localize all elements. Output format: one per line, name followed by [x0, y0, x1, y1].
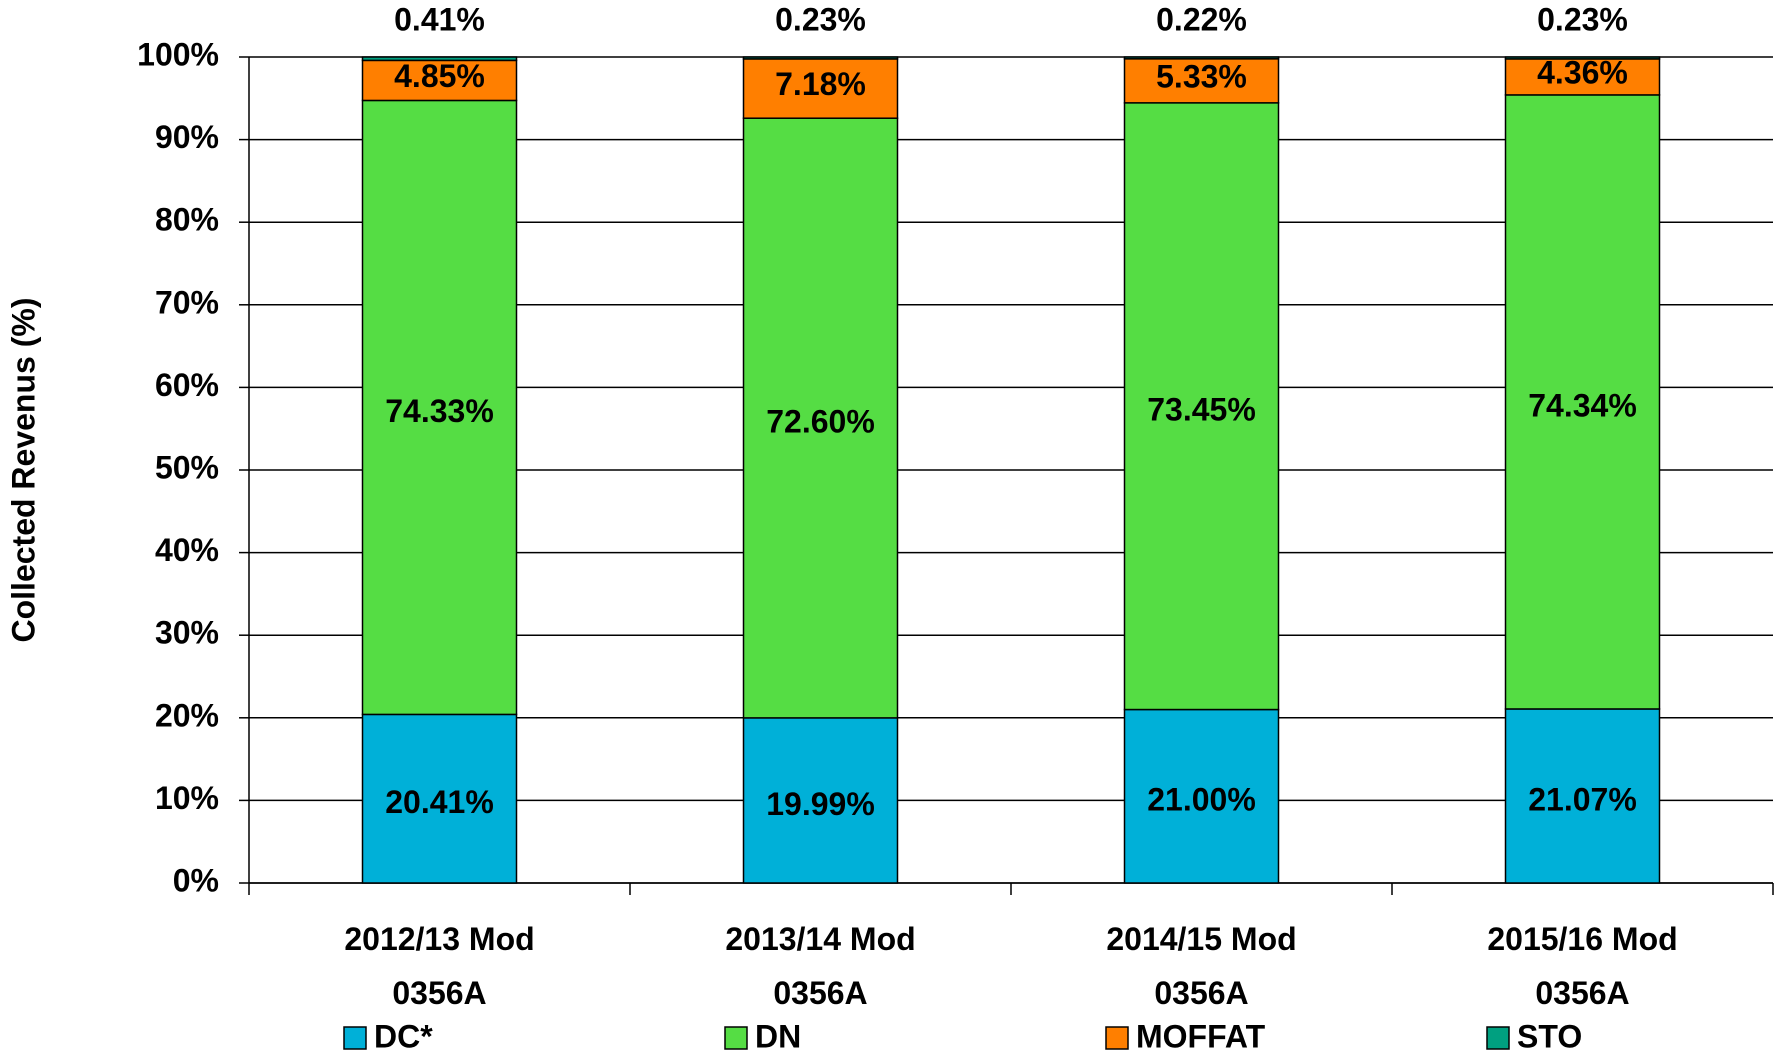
value-label: 74.34% [1528, 387, 1637, 423]
bar-segment [361, 99, 518, 716]
y-tick-label: 70% [155, 284, 219, 320]
value-label: 0.23% [1537, 1, 1628, 37]
y-tick-label: 30% [155, 615, 219, 651]
y-tick-label: 50% [155, 449, 219, 485]
x-tick-label: 2013/14 Mod 0356A [725, 921, 915, 1011]
value-label: 4.85% [394, 58, 485, 94]
bar-segment [1123, 102, 1280, 711]
value-label: 0.22% [1156, 1, 1247, 37]
bar-segment [361, 713, 518, 884]
bar-segment [1123, 56, 1280, 60]
bar-segment [1123, 708, 1280, 884]
legend-label: DN [755, 1018, 801, 1054]
value-label: 72.60% [766, 403, 875, 439]
legend-swatch [1105, 1026, 1129, 1050]
y-tick-label: 40% [155, 532, 219, 568]
y-tick-label: 20% [155, 697, 219, 733]
value-label: 4.36% [1537, 54, 1628, 90]
y-tick-label: 0% [173, 862, 219, 898]
legend-label: DC* [374, 1018, 433, 1054]
value-label: 0.23% [775, 1, 866, 37]
value-label: 21.00% [1147, 782, 1256, 818]
value-label: 74.33% [385, 393, 494, 429]
x-tick-label: 2012/13 Mod 0356A [344, 921, 534, 1011]
value-label: 5.33% [1156, 58, 1247, 94]
legend-swatch [724, 1026, 748, 1050]
bar-segment [742, 58, 899, 119]
x-tick-label: 2015/16 Mod 0356A [1487, 921, 1677, 1011]
bar-segment [1504, 58, 1661, 96]
bar-segment [361, 56, 518, 62]
y-tick-label: 100% [137, 36, 219, 72]
value-label: 73.45% [1147, 392, 1256, 428]
legend-swatch [343, 1026, 367, 1050]
y-tick-label: 10% [155, 780, 219, 816]
value-label: 7.18% [775, 66, 866, 102]
value-label: 21.07% [1528, 781, 1637, 817]
y-tick-label: 90% [155, 119, 219, 155]
legend-label: STO [1517, 1018, 1582, 1054]
x-tick-label: 2014/15 Mod 0356A [1106, 921, 1296, 1011]
bar-segment [742, 117, 899, 719]
value-label: 20.41% [385, 784, 494, 820]
bar-segment [742, 717, 899, 884]
bar-segment [1504, 94, 1661, 710]
bar-segment [361, 59, 518, 102]
bar-segment [1504, 56, 1661, 60]
legend-swatch [1486, 1026, 1510, 1050]
bar-segment [1504, 708, 1661, 884]
y-tick-label: 60% [155, 367, 219, 403]
value-label: 19.99% [766, 786, 875, 822]
bar-segment [1123, 58, 1280, 104]
legend-label: MOFFAT [1136, 1018, 1266, 1054]
bar-segment [742, 56, 899, 60]
y-axis-label: Collected Revenus (%) [5, 298, 41, 643]
value-label: 0.41% [394, 1, 485, 37]
y-tick-label: 80% [155, 202, 219, 238]
